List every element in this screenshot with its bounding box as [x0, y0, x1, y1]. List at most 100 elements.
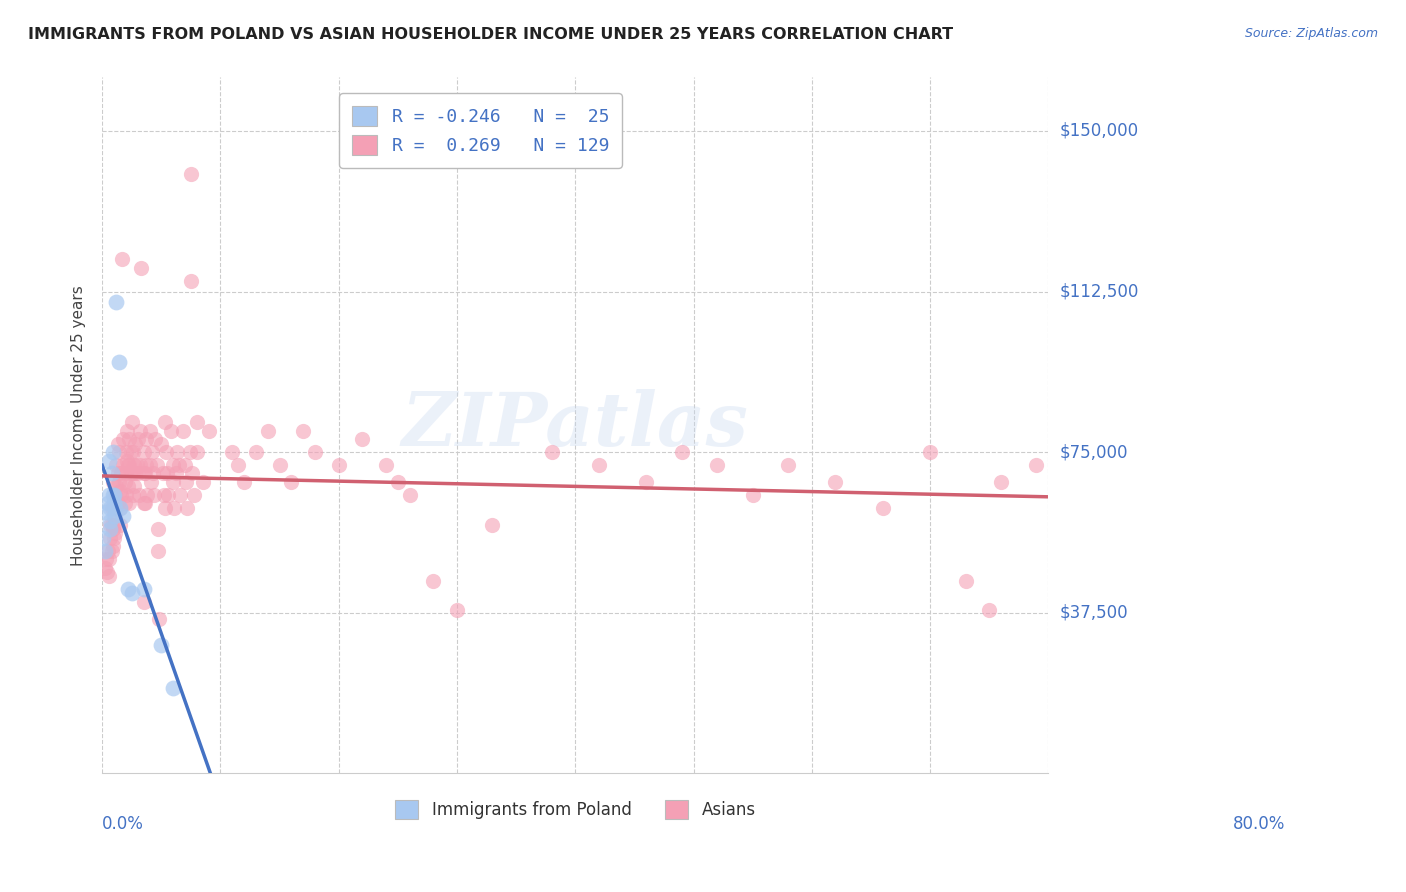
Point — [97, 496, 120, 510]
Point — [918, 445, 941, 459]
Point — [145, 458, 167, 472]
Point — [446, 603, 468, 617]
Point — [150, 436, 173, 450]
Point — [108, 500, 131, 515]
Point — [121, 586, 143, 600]
Point — [115, 424, 138, 438]
Point — [156, 467, 179, 481]
Point — [110, 467, 132, 481]
Point — [115, 453, 138, 467]
Text: IMMIGRANTS FROM POLAND VS ASIAN HOUSEHOLDER INCOME UNDER 25 YEARS CORRELATION CH: IMMIGRANTS FROM POLAND VS ASIAN HOUSEHOL… — [28, 27, 953, 42]
Text: 0.0%: 0.0% — [103, 815, 143, 833]
Point — [134, 467, 156, 481]
Point — [115, 488, 138, 502]
Text: ZIPatlas: ZIPatlas — [402, 389, 748, 461]
Point — [117, 582, 139, 596]
Point — [127, 467, 149, 481]
Point — [540, 445, 562, 459]
Point — [636, 475, 658, 489]
Point — [100, 500, 122, 515]
Point — [143, 488, 166, 502]
Point — [108, 517, 131, 532]
Point — [398, 488, 420, 502]
Point — [114, 496, 136, 510]
Point — [176, 500, 198, 515]
Point — [107, 445, 129, 459]
Point — [163, 500, 186, 515]
Text: $112,500: $112,500 — [1059, 283, 1139, 301]
Point — [103, 496, 125, 510]
Text: $75,000: $75,000 — [1059, 443, 1128, 461]
Point — [304, 445, 326, 459]
Text: 80.0%: 80.0% — [1233, 815, 1285, 833]
Point — [824, 475, 846, 489]
Point — [98, 488, 121, 502]
Point — [100, 543, 122, 558]
Point — [146, 522, 169, 536]
Point — [979, 603, 1001, 617]
Point — [422, 574, 444, 588]
Point — [159, 424, 181, 438]
Point — [183, 488, 205, 502]
Point — [167, 458, 190, 472]
Point — [107, 436, 129, 450]
Point — [97, 543, 120, 558]
Point — [132, 496, 155, 510]
Point — [122, 488, 145, 502]
Point — [152, 488, 174, 502]
Point — [269, 458, 291, 472]
Point — [671, 445, 693, 459]
Text: $37,500: $37,500 — [1059, 604, 1128, 622]
Point — [118, 458, 141, 472]
Point — [105, 295, 128, 310]
Point — [132, 445, 155, 459]
Point — [100, 517, 122, 532]
Point — [107, 467, 129, 481]
Point — [93, 560, 115, 574]
Point — [174, 458, 197, 472]
Point — [104, 509, 127, 524]
Point — [100, 531, 122, 545]
Point — [165, 467, 187, 481]
Point — [103, 531, 125, 545]
Point — [139, 475, 162, 489]
Point — [124, 467, 146, 481]
Point — [146, 543, 169, 558]
Point — [105, 458, 128, 472]
Point — [128, 488, 150, 502]
Point — [103, 500, 125, 515]
Point — [152, 467, 174, 481]
Point — [94, 552, 117, 566]
Point — [135, 458, 157, 472]
Point — [233, 475, 256, 489]
Point — [100, 467, 122, 481]
Point — [180, 167, 202, 181]
Point — [172, 424, 194, 438]
Point — [93, 531, 115, 545]
Point — [127, 432, 149, 446]
Point — [162, 681, 184, 695]
Y-axis label: Householder Income Under 25 years: Householder Income Under 25 years — [72, 285, 86, 566]
Point — [153, 500, 176, 515]
Point — [375, 458, 398, 472]
Point — [134, 496, 156, 510]
Point — [778, 458, 800, 472]
Point — [132, 595, 155, 609]
Point — [104, 526, 127, 541]
Point — [117, 479, 139, 493]
Point — [129, 260, 152, 275]
Point — [706, 458, 728, 472]
Point — [98, 453, 121, 467]
Point — [103, 517, 125, 532]
Point — [174, 475, 197, 489]
Point — [122, 445, 145, 459]
Point — [118, 496, 141, 510]
Point — [280, 475, 302, 489]
Point — [990, 475, 1012, 489]
Point — [245, 445, 267, 459]
Point — [100, 522, 122, 536]
Point — [104, 488, 127, 502]
Point — [148, 612, 170, 626]
Text: $150,000: $150,000 — [1059, 122, 1139, 140]
Point — [103, 509, 125, 524]
